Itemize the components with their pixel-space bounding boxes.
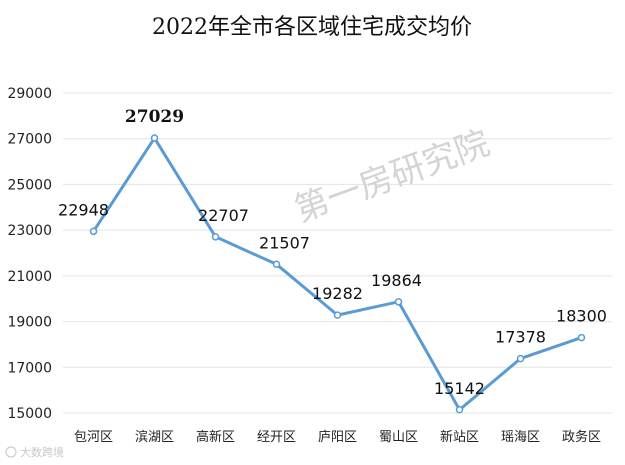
data-labels: 22948 27029 22707 21507 19282 19864 15142 17378… — [58, 107, 607, 398]
data-label: 15142 — [434, 379, 485, 398]
x-tick-label: 包河区 — [74, 430, 113, 445]
data-label: 17378 — [495, 328, 546, 347]
y-tick-label: 25000 — [7, 177, 52, 193]
y-tick-label: 27000 — [7, 132, 52, 148]
x-tick-label: 滨湖区 — [135, 429, 174, 445]
gridlines — [63, 92, 612, 414]
data-point — [394, 298, 403, 306]
data-point — [455, 406, 464, 414]
data-label: 22707 — [198, 206, 249, 225]
chart-title: 2022年全市各区域住宅成交均价 — [152, 15, 472, 40]
y-tick-label: 29000 — [7, 86, 52, 102]
x-axis-ticks: 包河区 滨湖区 高新区 经开区 庐阳区 蜀山区 新站区 瑶海区 政务区 — [74, 429, 601, 445]
y-tick-label: 17000 — [7, 360, 52, 376]
x-tick-label: 蜀山区 — [379, 430, 418, 445]
y-tick-label: 15000 — [7, 406, 52, 422]
data-label: 19282 — [312, 284, 363, 303]
data-point — [333, 311, 342, 319]
y-tick-label: 23000 — [7, 223, 52, 239]
y-tick-label: 21000 — [7, 269, 52, 285]
x-tick-label: 新站区 — [440, 429, 479, 445]
footer-mark-text: 大数跨境 — [20, 445, 64, 459]
data-label: 21507 — [259, 233, 310, 252]
data-point — [211, 233, 220, 241]
data-label: 27029 — [125, 107, 184, 127]
data-point — [516, 354, 525, 363]
y-axis-ticks: 15000 17000 19000 21000 23000 25000 27000 29000 — [7, 86, 52, 422]
series-line — [89, 134, 586, 414]
x-tick-label: 瑶海区 — [501, 430, 540, 445]
data-point — [89, 227, 98, 236]
data-point — [577, 333, 586, 342]
footer-watermark: 大数跨境 — [5, 445, 64, 459]
data-label: 19864 — [371, 271, 422, 290]
data-point — [272, 260, 281, 269]
x-tick-label: 庐阳区 — [318, 430, 357, 445]
data-label: 18300 — [556, 307, 607, 326]
x-tick-label: 高新区 — [196, 429, 235, 445]
data-point — [150, 134, 159, 142]
footer-logo-icon — [5, 446, 17, 458]
data-label: 22948 — [58, 200, 109, 219]
x-tick-label: 经开区 — [257, 430, 296, 445]
x-tick-label: 政务区 — [562, 429, 601, 445]
y-tick-label: 19000 — [7, 315, 52, 331]
